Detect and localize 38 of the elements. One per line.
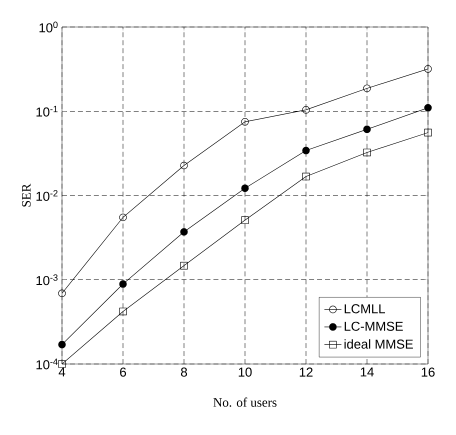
point: [424, 104, 432, 112]
x-tick-label: 16: [422, 368, 435, 377]
point: [302, 172, 310, 180]
x-tick-label: 10: [238, 368, 252, 377]
y-tick-label: 10$^{-4}$: [36, 358, 58, 370]
y-tick-label: 10$^{-1}$: [36, 106, 58, 117]
point: [180, 228, 188, 236]
point: [363, 84, 371, 92]
x-tick-label: 6: [120, 368, 126, 377]
point: [424, 65, 432, 73]
y-axis-title: SER: [22, 184, 31, 207]
y-tick-label: 10$^{-2}$: [36, 190, 58, 201]
point: [180, 262, 188, 270]
x-tick-label: 8: [180, 368, 188, 377]
x-tick-label: 14: [360, 368, 374, 376]
point: [363, 148, 371, 156]
point: [119, 280, 127, 288]
point: [119, 308, 127, 316]
point: [424, 128, 432, 136]
point: [58, 360, 66, 368]
point: [302, 106, 310, 114]
point: [119, 214, 127, 222]
y-tick-label: 10$^{-3}$: [36, 274, 58, 286]
point: [58, 340, 66, 348]
x-tick-label: 4: [58, 368, 66, 376]
point: [363, 126, 371, 134]
point: [58, 290, 66, 298]
point: [302, 146, 310, 154]
point: [180, 162, 188, 170]
legend-label: LCMLL: [344, 304, 386, 314]
point: [241, 184, 249, 192]
x-axis-title: No. of users: [213, 398, 277, 407]
legend-label: LC-MMSE: [344, 322, 403, 331]
y-tick-label: 10$^{0}$: [40, 22, 58, 32]
point: [241, 118, 249, 126]
point: [241, 216, 249, 224]
x-tick-label: 12: [300, 368, 313, 377]
legend-label: ideal MMSE: [344, 339, 413, 349]
